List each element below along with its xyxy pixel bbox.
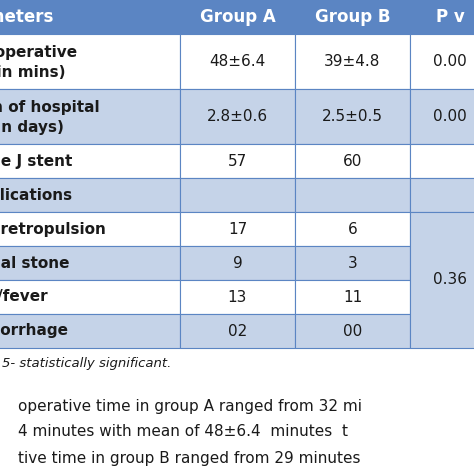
Text: mplications: mplications	[0, 188, 73, 202]
Bar	[0, 314, 180, 348]
Bar	[0, 89, 180, 144]
Text: 2.5±0.5: 2.5±0.5	[322, 109, 383, 124]
Bar	[180, 144, 295, 178]
Text: 9: 9	[233, 255, 242, 271]
Bar	[180, 314, 295, 348]
Text: 0.00: 0.00	[433, 109, 467, 124]
Text: tive time in group B ranged from 29 minutes: tive time in group B ranged from 29 minu…	[18, 450, 361, 465]
Bar	[180, 178, 295, 212]
Bar	[180, 89, 295, 144]
Text: 11: 11	[343, 290, 362, 304]
Bar	[295, 144, 410, 178]
Bar	[0, 0, 180, 34]
Text: e (in mins): e (in mins)	[0, 65, 65, 80]
Text: 4 minutes with mean of 48±6.4  minutes  t: 4 minutes with mean of 48±6.4 minutes t	[18, 425, 348, 439]
Bar	[410, 0, 474, 34]
Text: 48±6.4: 48±6.4	[210, 54, 265, 69]
Bar	[410, 212, 474, 348]
Text: 3: 3	[347, 255, 357, 271]
Bar	[180, 212, 295, 246]
Bar	[180, 246, 295, 280]
Text: uble J stent: uble J stent	[0, 154, 73, 168]
Bar	[180, 34, 295, 89]
Bar	[295, 314, 410, 348]
Bar	[0, 178, 180, 212]
Bar	[0, 280, 180, 314]
Text: 5- statistically significant.: 5- statistically significant.	[2, 357, 172, 371]
Text: ameters: ameters	[0, 8, 54, 26]
Text: 39±4.8: 39±4.8	[324, 54, 381, 69]
Text: 0.36: 0.36	[433, 273, 467, 288]
Bar	[410, 89, 474, 144]
Bar	[0, 246, 180, 280]
Text: P v: P v	[436, 8, 465, 26]
Bar	[180, 280, 295, 314]
Text: 17: 17	[228, 221, 247, 237]
Text: operative time in group A ranged from 32 mi: operative time in group A ranged from 32…	[18, 399, 362, 413]
Text: 00: 00	[343, 323, 362, 338]
Bar	[410, 34, 474, 89]
Bar	[410, 178, 474, 212]
Text: Group B: Group B	[315, 8, 390, 26]
Text: 57: 57	[228, 154, 247, 168]
Bar	[295, 89, 410, 144]
Text: y (in days): y (in days)	[0, 120, 64, 135]
Bar	[0, 144, 180, 178]
Text: 02: 02	[228, 323, 247, 338]
Text: idual stone: idual stone	[0, 255, 70, 271]
Text: sis/fever: sis/fever	[0, 290, 47, 304]
Bar	[295, 280, 410, 314]
Text: Group A: Group A	[200, 8, 275, 26]
Text: 6: 6	[347, 221, 357, 237]
Text: gth of hospital: gth of hospital	[0, 100, 100, 115]
Bar	[295, 246, 410, 280]
Text: al operative: al operative	[0, 45, 77, 60]
Bar	[180, 0, 295, 34]
Text: 13: 13	[228, 290, 247, 304]
Text: 60: 60	[343, 154, 362, 168]
Text: 0.00: 0.00	[433, 54, 467, 69]
Bar	[295, 212, 410, 246]
Text: emorrhage: emorrhage	[0, 323, 68, 338]
Bar	[295, 34, 410, 89]
Bar	[0, 34, 180, 89]
Text: 2.8±0.6: 2.8±0.6	[207, 109, 268, 124]
Text: ne retropulsion: ne retropulsion	[0, 221, 106, 237]
Bar	[295, 0, 410, 34]
Bar	[295, 178, 410, 212]
Bar	[0, 212, 180, 246]
Bar	[410, 144, 474, 178]
